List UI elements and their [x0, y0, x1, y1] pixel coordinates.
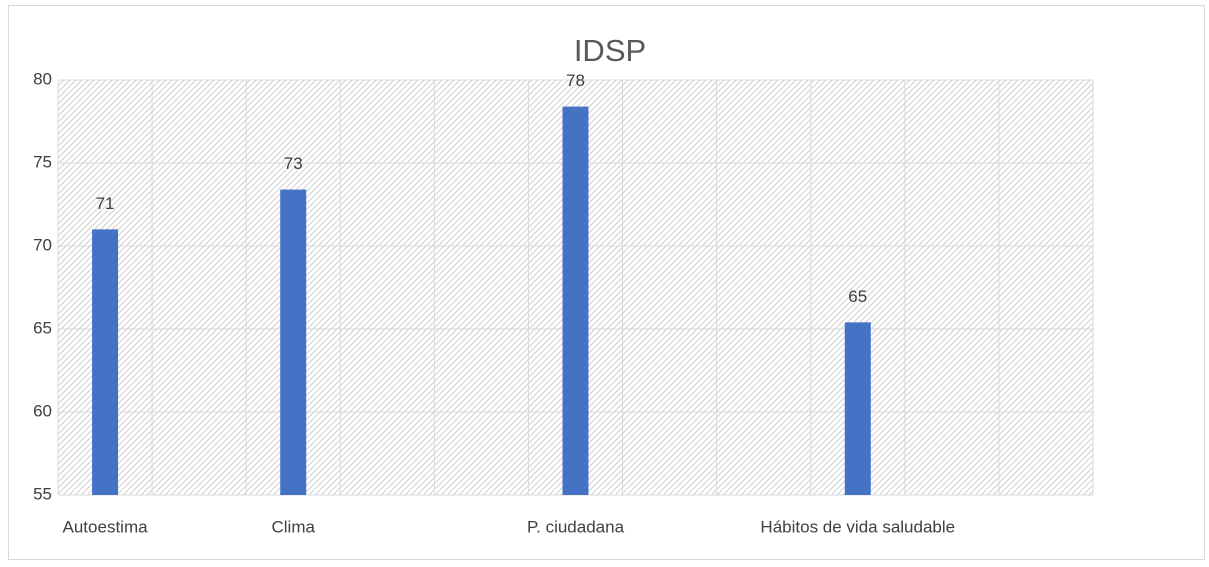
bar [280, 189, 307, 495]
x-tick-label: Clima [272, 517, 316, 536]
y-tick-label: 65 [33, 318, 52, 337]
x-tick-label: Autoestima [63, 517, 149, 536]
bar [92, 229, 119, 495]
x-tick-label: P. ciudadana [527, 517, 625, 536]
bar [562, 106, 589, 495]
y-tick-label: 55 [33, 484, 52, 503]
y-tick-label: 80 [33, 69, 52, 88]
data-label: 71 [96, 194, 115, 213]
x-tick-label: Hábitos de vida saludable [760, 517, 955, 536]
y-tick-label: 60 [33, 401, 52, 420]
y-tick-label: 75 [33, 152, 52, 171]
data-label: 73 [284, 154, 303, 173]
chart-title: IDSP [574, 33, 646, 68]
bar [844, 322, 871, 495]
data-label: 65 [848, 287, 867, 306]
data-label: 78 [566, 71, 585, 90]
y-tick-label: 70 [33, 235, 52, 254]
